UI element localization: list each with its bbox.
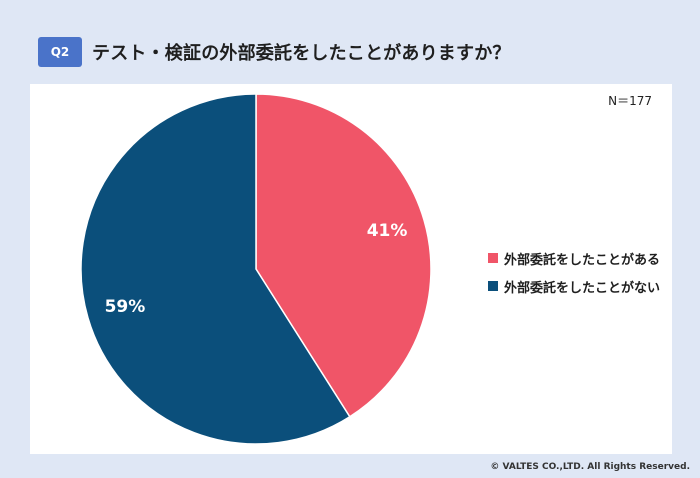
sample-size-label: N＝177 — [608, 94, 652, 108]
legend-swatch-no — [488, 281, 498, 291]
pie-label-no: 59% — [105, 297, 146, 317]
legend: 外部委託をしたことがある 外部委託をしたことがない — [488, 246, 660, 302]
pie-label-yes: 41% — [367, 221, 408, 241]
question-title: テスト・検証の外部委託をしたことがありますか？ — [92, 43, 511, 64]
question-number-badge: Q2 — [38, 37, 82, 67]
header: Q2 テスト・検証の外部委託をしたことがありますか？ — [38, 36, 511, 68]
legend-swatch-yes — [488, 253, 498, 263]
legend-item-no: 外部委託をしたことがない — [488, 274, 660, 298]
chart-panel: N＝177 41% 59% 外部委託をしたことがある 外部委託をしたことがない — [30, 84, 672, 454]
legend-item-yes: 外部委託をしたことがある — [488, 246, 660, 270]
copyright-text: © VALTES CO.,LTD. All Rights Reserved. — [490, 462, 690, 472]
pie-slice-no — [80, 93, 351, 445]
legend-label-yes: 外部委託をしたことがある — [504, 252, 661, 268]
pie-chart: 41% 59% — [80, 93, 432, 445]
legend-label-no: 外部委託をしたことがない — [504, 280, 661, 296]
pie-slice-yes — [255, 93, 432, 418]
